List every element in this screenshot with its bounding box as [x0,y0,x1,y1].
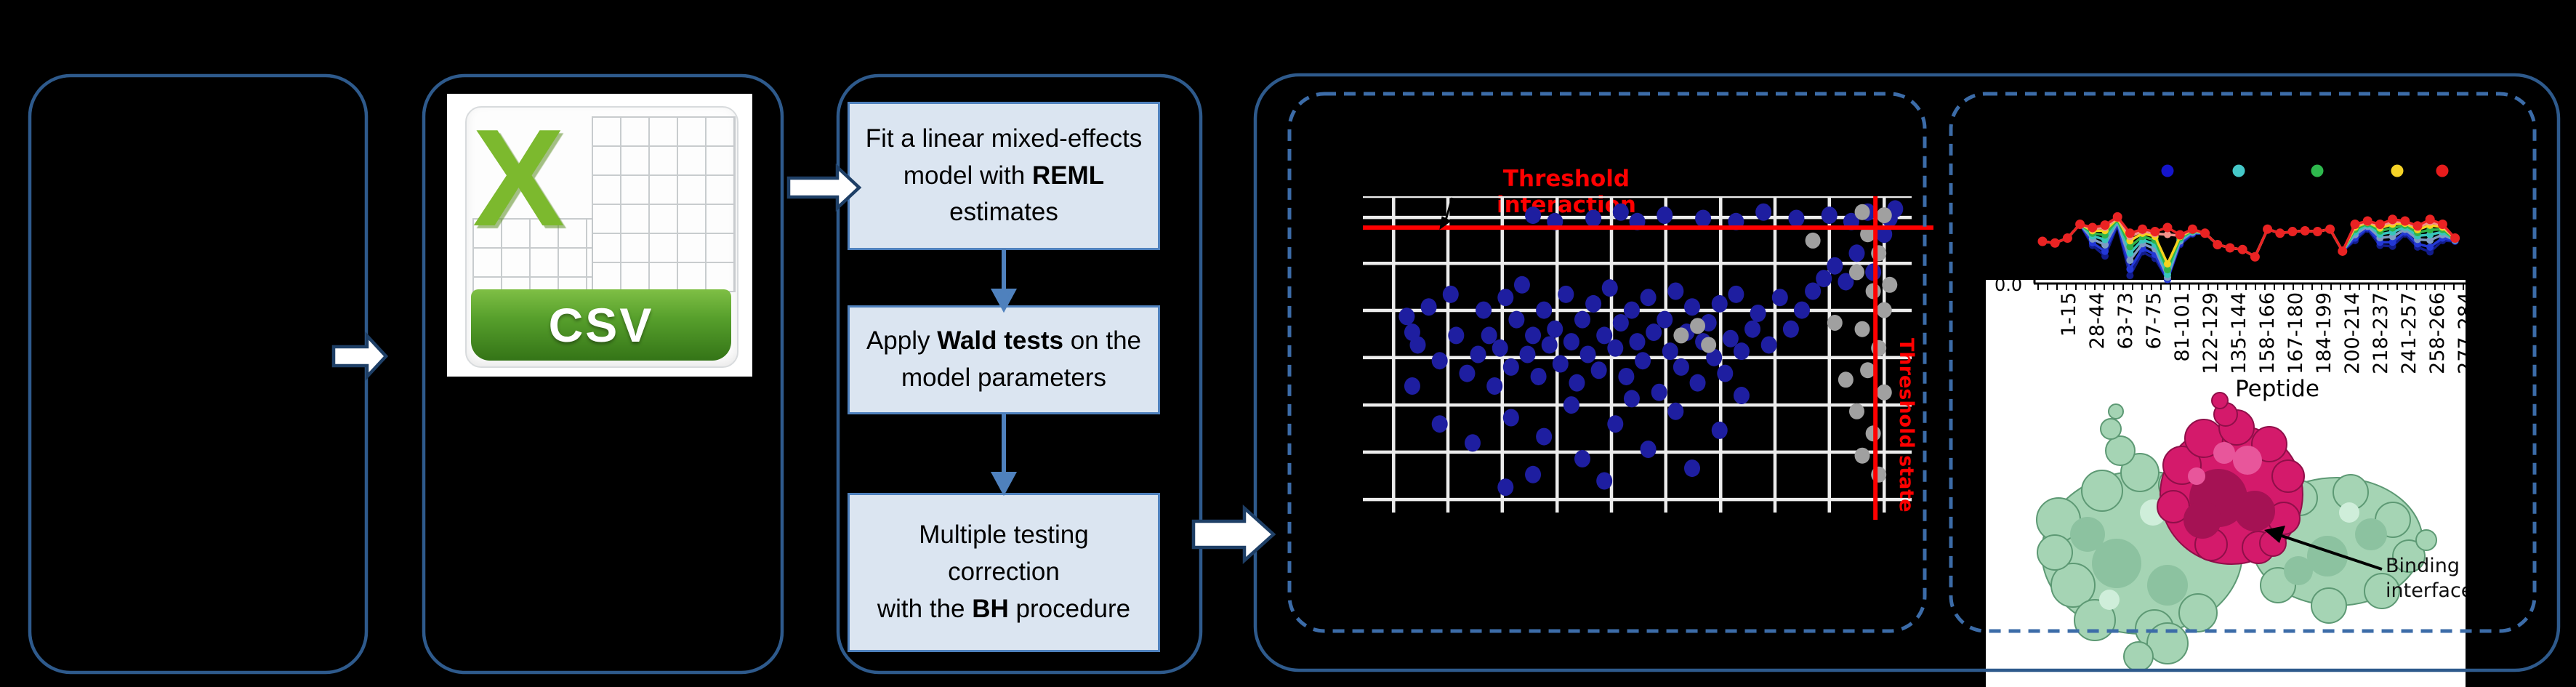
csv-file-icon: X CSV [465,106,738,368]
legend-dot [2391,164,2404,177]
arrow-right-3 [1191,504,1276,565]
panel-empty [28,73,369,675]
legend-dot [2436,164,2449,177]
csv-banner: CSV [471,289,731,361]
peptide-profile-chart [2033,164,2466,290]
legend-dot [2161,164,2174,177]
binding-interface-label: Binding interface [2386,555,2466,602]
flow-box-bh: Multiple testing correction with the BH … [848,493,1160,652]
csv-banner-label: CSV [548,298,654,352]
legend-dot [2232,164,2245,177]
legend-dot [2311,164,2324,177]
arrow-right-1 [331,332,389,381]
flow-box-reml: Fit a linear mixed-effects model with RE… [848,102,1160,250]
flow-box-wald-text: Apply Wald tests on the model parameters [866,326,1142,392]
flow-box-wald: Apply Wald tests on the model parameters [848,305,1160,414]
state-points [1673,204,1898,483]
spreadsheet-grid-icon [592,116,736,292]
threshold-state-label: Threshold state [1895,338,1917,513]
csv-file-image: X CSV [447,94,752,377]
flow-box-reml-text: Fit a linear mixed-effects model with RE… [865,124,1143,227]
flow-box-bh-text: Multiple testing correction with the BH … [877,521,1131,623]
interaction-scatter-plot [1363,196,1933,520]
excel-x-icon: X [472,101,565,255]
